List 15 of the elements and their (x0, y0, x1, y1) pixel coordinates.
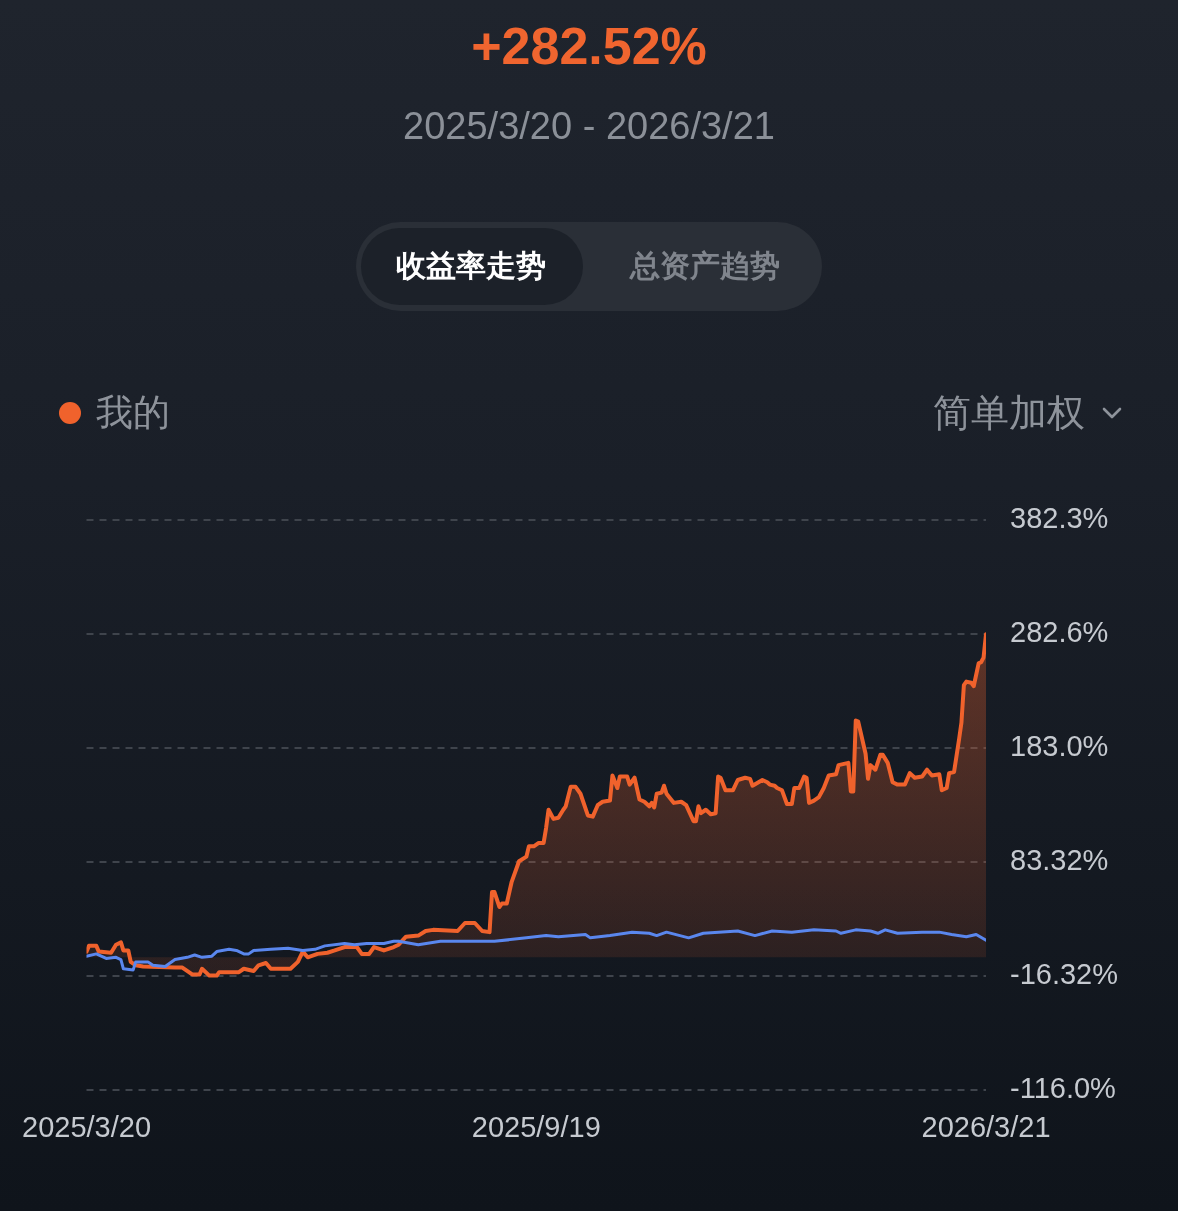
x-tick-label: 2026/3/21 (921, 1111, 1051, 1144)
y-tick-label: -16.32% (1010, 957, 1119, 990)
x-tick-label: 2025/9/19 (471, 1111, 601, 1144)
text: 收益率走势 (396, 248, 546, 284)
text: 总资产趋势 (630, 248, 780, 284)
chart-title: +282.52% (471, 16, 707, 76)
legend-label: 我的 (96, 391, 170, 435)
y-tick-label: 282.6% (1010, 616, 1109, 649)
chart-subtitle: 2025/3/20 - 2026/3/21 (403, 104, 775, 148)
y-tick-label: 382.3% (1010, 502, 1109, 534)
y-tick-label: 83.32% (1010, 844, 1109, 876)
y-tick-label: -116.0% (1010, 1072, 1116, 1104)
text: 简单加权 (933, 391, 1085, 435)
y-tick-label: 183.0% (1010, 729, 1109, 762)
x-tick-label: 2025/3/20 (22, 1111, 152, 1144)
